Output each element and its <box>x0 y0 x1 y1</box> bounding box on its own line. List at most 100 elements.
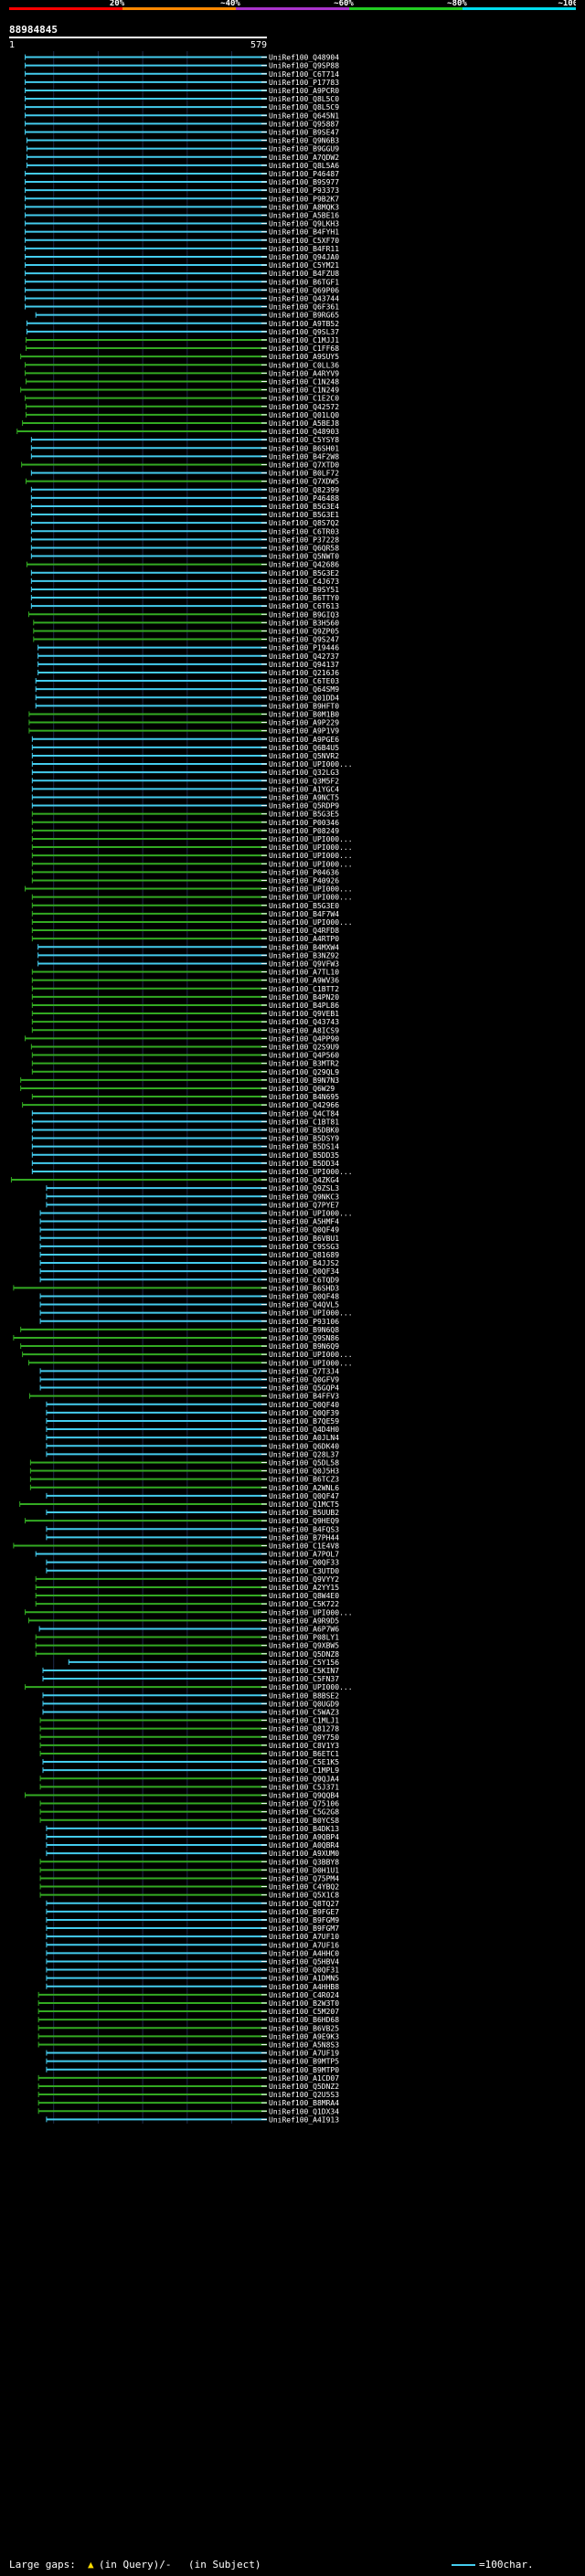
hit-label: UniRef100_C5M207 <box>269 2008 339 2016</box>
hit-label: UniRef100_Q0QF31 <box>269 1966 339 1975</box>
hit-label: UniRef100_A9PGE6 <box>269 736 339 744</box>
legend-tick-1: ~40% <box>220 0 240 8</box>
hit-label: UniRef100_Q5NVR2 <box>269 752 339 760</box>
hit-label: UniRef100_Q9S247 <box>269 636 339 644</box>
hit-label: UniRef100_C5Y156 <box>269 1659 339 1667</box>
hit-label: UniRef100_C6TE03 <box>269 677 339 685</box>
hit-label: UniRef100_Q6DK40 <box>269 1442 339 1450</box>
hit-label: UniRef100_C1FF68 <box>269 345 339 353</box>
hit-label: UniRef100_C1MPL9 <box>269 1766 339 1775</box>
hit-label: UniRef100_D0H1U1 <box>269 1866 339 1874</box>
hit-label: UniRef100_Q5DNZ8 <box>269 1650 339 1659</box>
hit-label: UniRef100_C6TQD9 <box>269 1276 339 1284</box>
hit-label: UniRef100_Q0QF34 <box>269 1267 339 1276</box>
hit-label: UniRef100_B6SHD3 <box>269 1284 339 1292</box>
hit-label: UniRef100_B6TGF1 <box>269 278 339 286</box>
hit-label: UniRef100_C5YSY8 <box>269 436 339 444</box>
hit-label: UniRef100_Q9SP88 <box>269 62 339 70</box>
hit-label: UniRef100_C0LL36 <box>269 361 339 369</box>
hit-label: UniRef100_B4F7W4 <box>269 910 339 918</box>
hit-label: UniRef100_A9QBP4 <box>269 1833 339 1841</box>
ruler-end: 579 <box>250 40 267 49</box>
hit-label: UniRef100_A4RTP0 <box>269 935 339 943</box>
hit-label: UniRef100_UPI000... <box>269 852 353 860</box>
hit-label: UniRef100_B9MTP0 <box>269 2066 339 2074</box>
hit-label: UniRef100_P93373 <box>269 186 339 195</box>
hit-label: UniRef100_C5WAZ3 <box>269 1708 339 1716</box>
hit-label: UniRef100_C5YM21 <box>269 261 339 270</box>
hit-label: UniRef100_Q43744 <box>269 294 339 302</box>
hit-label: UniRef100_Q28L37 <box>269 1450 339 1458</box>
hit-label: UniRef100_Q9ZP05 <box>269 627 339 635</box>
hit-label: UniRef100_B9MTP5 <box>269 2058 339 2066</box>
hit-label: UniRef100_B0LF72 <box>269 470 339 478</box>
hit-label: UniRef100_A0QBR4 <box>269 1841 339 1850</box>
query-sequence-id: 88984845 <box>9 24 58 36</box>
hit-label: UniRef100_A7UF19 <box>269 2050 339 2058</box>
hit-label: UniRef100_A9PCR0 <box>269 87 339 95</box>
hit-label: UniRef100_Q0QF40 <box>269 1401 339 1409</box>
hit-label: UniRef100_Q69P06 <box>269 286 339 294</box>
hit-label: UniRef100_A9R9D5 <box>269 1617 339 1625</box>
hit-label: UniRef100_Q9LKH3 <box>269 220 339 228</box>
hit-label: UniRef100_B9SE47 <box>269 128 339 136</box>
hit-label: UniRef100_B9FGM7 <box>269 1924 339 1933</box>
hit-label: UniRef100_A7QDW2 <box>269 154 339 162</box>
hit-label: UniRef100_Q01LQ0 <box>269 411 339 419</box>
hit-label: UniRef100_Q42572 <box>269 403 339 411</box>
hit-label: UniRef100_Q48903 <box>269 428 339 436</box>
hit-label: UniRef100_Q216J6 <box>269 669 339 677</box>
hit-label: UniRef100_B9GGU9 <box>269 145 339 154</box>
hit-label: UniRef100_Q9ZSL3 <box>269 1184 339 1193</box>
hit-label: UniRef100_Q9NKC3 <box>269 1193 339 1201</box>
hit-label: UniRef100_B7PH44 <box>269 1533 339 1542</box>
hit-label: UniRef100_Q8TQ27 <box>269 1900 339 1908</box>
legend-tick-3: ~80% <box>447 0 467 8</box>
hit-label: UniRef100_Q6F361 <box>269 303 339 312</box>
hit-label: UniRef100_B9HFT0 <box>269 702 339 710</box>
hit-label: UniRef100_P17783 <box>269 79 339 87</box>
hit-label: UniRef100_A6P7W6 <box>269 1625 339 1633</box>
hit-label: UniRef100_Q8L5C0 <box>269 95 339 103</box>
hit-label: UniRef100_A9E9K3 <box>269 2032 339 2041</box>
hit-label: UniRef100_A8ICS9 <box>269 1026 339 1034</box>
hit-label: UniRef100_Q4RFD8 <box>269 927 339 935</box>
hit-label: UniRef100_P40926 <box>269 876 339 885</box>
hit-label: UniRef100_Q0QF39 <box>269 1409 339 1417</box>
hit-label: UniRef100_B4DK13 <box>269 1825 339 1833</box>
hit-label: UniRef100_B4FYH1 <box>269 228 339 237</box>
hit-label: UniRef100_B9RG65 <box>269 312 339 320</box>
hit-label: UniRef100_C6T613 <box>269 602 339 610</box>
ruler-start: 1 <box>9 40 15 49</box>
large-gaps-label: Large gaps: <box>9 2559 76 2571</box>
hit-label: UniRef100_P00346 <box>269 819 339 827</box>
hit-label: UniRef100_Q9HEQ9 <box>269 1517 339 1525</box>
hit-label: UniRef100_Q4ZKG4 <box>269 1176 339 1184</box>
hit-label: UniRef100_B7QE59 <box>269 1417 339 1426</box>
hit-label: UniRef100_Q42686 <box>269 561 339 569</box>
hit-label: UniRef100_Q4PP90 <box>269 1034 339 1043</box>
hit-label: UniRef100_B5DD35 <box>269 1151 339 1160</box>
hit-label: UniRef100_B6TTY0 <box>269 594 339 602</box>
legend-segment-4 <box>463 7 576 10</box>
hit-label: UniRef100_B3H560 <box>269 619 339 627</box>
hit-label: UniRef100_B9FGE7 <box>269 1908 339 1916</box>
hit-label: UniRef100_C1E4V8 <box>269 1542 339 1550</box>
hit-label: UniRef100_C1N248 <box>269 377 339 386</box>
hit-label: UniRef100_Q7T3J4 <box>269 1367 339 1375</box>
hit-label: UniRef100_B5G3E5 <box>269 811 339 819</box>
hit-label: UniRef100_Q9VFW3 <box>269 959 339 968</box>
legend-segment-2 <box>236 7 349 10</box>
legend-color-bar <box>9 7 576 10</box>
hit-label: UniRef100_A7UF10 <box>269 1933 339 1941</box>
hit-label: UniRef100_C6TR03 <box>269 527 339 535</box>
hit-label: UniRef100_Q0QF48 <box>269 1292 339 1300</box>
hit-label: UniRef100_C6T714 <box>269 70 339 79</box>
hit-label: UniRef100_Q75PM4 <box>269 1874 339 1882</box>
hit-label: UniRef100_UPI000... <box>269 885 353 894</box>
hit-label: UniRef100_Q01DD4 <box>269 694 339 702</box>
hit-label: UniRef100_A5BE16 <box>269 211 339 219</box>
hit-label: UniRef100_Q32LG3 <box>269 769 339 777</box>
hit-label: UniRef100_A9NCT5 <box>269 793 339 801</box>
hit-label: UniRef100_C4R024 <box>269 1991 339 1999</box>
